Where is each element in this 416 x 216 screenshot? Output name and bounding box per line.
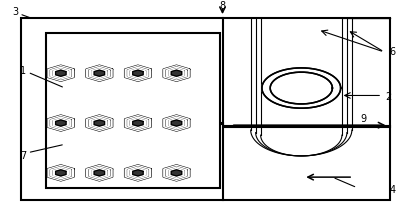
Polygon shape: [53, 168, 68, 177]
Polygon shape: [133, 170, 143, 176]
Polygon shape: [125, 165, 151, 180]
Polygon shape: [92, 119, 107, 127]
Polygon shape: [128, 67, 148, 79]
Text: 6: 6: [389, 47, 396, 57]
Text: 7: 7: [20, 151, 27, 161]
Polygon shape: [164, 116, 189, 130]
Polygon shape: [92, 168, 107, 177]
Polygon shape: [94, 170, 104, 176]
Text: 4: 4: [389, 185, 396, 195]
Polygon shape: [89, 167, 109, 179]
Polygon shape: [48, 165, 74, 180]
Polygon shape: [56, 120, 66, 126]
Polygon shape: [94, 70, 104, 76]
Polygon shape: [56, 70, 66, 76]
Polygon shape: [166, 167, 186, 179]
Polygon shape: [128, 117, 148, 129]
Polygon shape: [169, 69, 184, 78]
Polygon shape: [169, 168, 184, 177]
Polygon shape: [56, 170, 66, 176]
Polygon shape: [128, 167, 148, 179]
Polygon shape: [164, 66, 189, 81]
Text: 9: 9: [360, 114, 366, 124]
Text: 3: 3: [12, 7, 18, 17]
Polygon shape: [164, 165, 189, 180]
Polygon shape: [125, 66, 151, 81]
Polygon shape: [48, 116, 74, 130]
Polygon shape: [133, 120, 143, 126]
Polygon shape: [131, 69, 146, 78]
Polygon shape: [133, 70, 143, 76]
Polygon shape: [51, 117, 71, 129]
Polygon shape: [131, 168, 146, 177]
Polygon shape: [171, 170, 182, 176]
Polygon shape: [171, 120, 182, 126]
Polygon shape: [89, 67, 109, 79]
Polygon shape: [87, 66, 112, 81]
Polygon shape: [166, 67, 186, 79]
Polygon shape: [169, 119, 184, 127]
Polygon shape: [48, 66, 74, 81]
Polygon shape: [94, 120, 104, 126]
Polygon shape: [92, 69, 107, 78]
Polygon shape: [87, 116, 112, 130]
Polygon shape: [51, 167, 71, 179]
Polygon shape: [53, 119, 68, 127]
Polygon shape: [87, 165, 112, 180]
Polygon shape: [171, 70, 182, 76]
Polygon shape: [131, 119, 146, 127]
Polygon shape: [53, 69, 68, 78]
Polygon shape: [125, 116, 151, 130]
Text: 2: 2: [385, 92, 391, 102]
Polygon shape: [262, 68, 341, 108]
Text: 1: 1: [20, 66, 27, 76]
Polygon shape: [51, 67, 71, 79]
Polygon shape: [89, 117, 109, 129]
Text: 8: 8: [220, 1, 225, 11]
Polygon shape: [166, 117, 186, 129]
